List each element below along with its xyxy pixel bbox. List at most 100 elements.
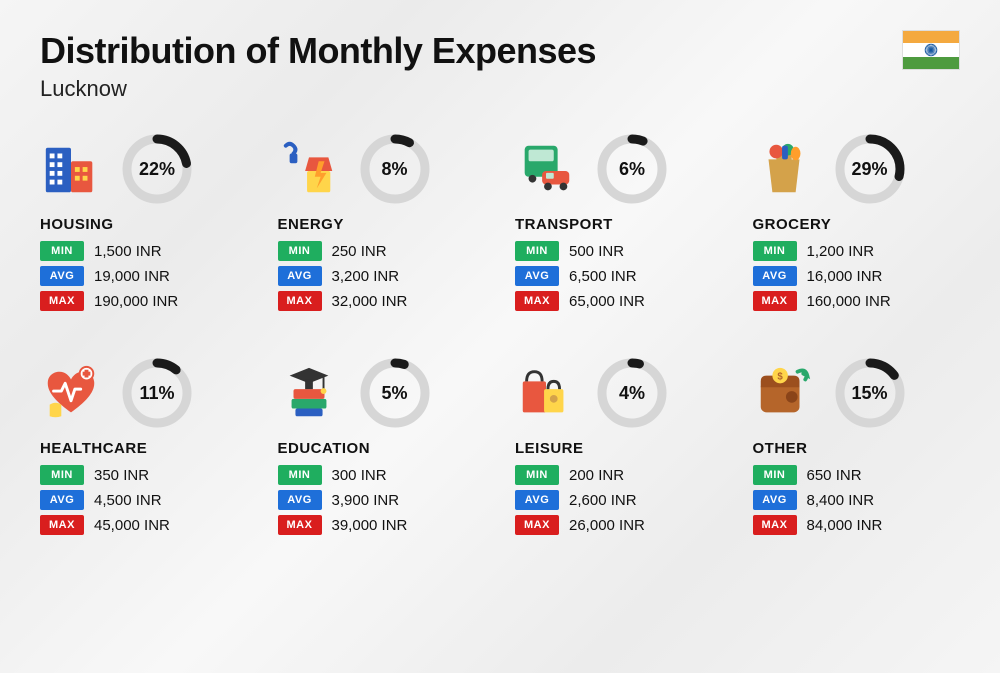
svg-text:$: $ <box>777 371 783 382</box>
pct-value: 4% <box>595 356 669 430</box>
stat-min: MIN 650 INR <box>753 465 961 485</box>
stat-max: MAX 26,000 INR <box>515 515 723 535</box>
max-tag: MAX <box>515 515 559 535</box>
education-icon <box>278 362 340 424</box>
min-tag: MIN <box>40 241 84 261</box>
max-value: 45,000 INR <box>94 517 170 534</box>
stat-avg: AVG 8,400 INR <box>753 490 961 510</box>
pct-value: 8% <box>358 132 432 206</box>
stat-max: MAX 39,000 INR <box>278 515 486 535</box>
avg-value: 3,900 INR <box>332 492 400 509</box>
min-value: 650 INR <box>807 467 862 484</box>
avg-tag: AVG <box>515 490 559 510</box>
category-name: OTHER <box>753 440 961 457</box>
india-flag-icon <box>902 30 960 70</box>
card-energy: 8% ENERGY MIN 250 INR AVG 3,200 INR MAX … <box>278 132 486 316</box>
min-tag: MIN <box>515 241 559 261</box>
stat-max: MAX 160,000 INR <box>753 291 961 311</box>
stat-avg: AVG 2,600 INR <box>515 490 723 510</box>
pct-ring-leisure: 4% <box>595 356 669 430</box>
pct-ring-transport: 6% <box>595 132 669 206</box>
pct-ring-energy: 8% <box>358 132 432 206</box>
category-name: EDUCATION <box>278 440 486 457</box>
category-name: GROCERY <box>753 216 961 233</box>
avg-tag: AVG <box>40 490 84 510</box>
flag-stripe-top <box>903 31 959 43</box>
pct-value: 11% <box>120 356 194 430</box>
max-value: 39,000 INR <box>332 517 408 534</box>
stat-min: MIN 350 INR <box>40 465 248 485</box>
max-tag: MAX <box>278 291 322 311</box>
pct-value: 5% <box>358 356 432 430</box>
avg-tag: AVG <box>278 490 322 510</box>
min-value: 200 INR <box>569 467 624 484</box>
stat-avg: AVG 19,000 INR <box>40 266 248 286</box>
transport-icon <box>515 138 577 200</box>
max-tag: MAX <box>753 291 797 311</box>
max-value: 190,000 INR <box>94 293 178 310</box>
pct-value: 22% <box>120 132 194 206</box>
stat-min: MIN 200 INR <box>515 465 723 485</box>
stat-min: MIN 1,500 INR <box>40 241 248 261</box>
category-name: TRANSPORT <box>515 216 723 233</box>
max-value: 84,000 INR <box>807 517 883 534</box>
avg-tag: AVG <box>515 266 559 286</box>
stat-avg: AVG 6,500 INR <box>515 266 723 286</box>
stat-min: MIN 500 INR <box>515 241 723 261</box>
stat-max: MAX 190,000 INR <box>40 291 248 311</box>
page-title: Distribution of Monthly Expenses <box>40 30 596 72</box>
healthcare-icon <box>40 362 102 424</box>
pct-value: 15% <box>833 356 907 430</box>
pct-ring-healthcare: 11% <box>120 356 194 430</box>
max-value: 160,000 INR <box>807 293 891 310</box>
stat-min: MIN 250 INR <box>278 241 486 261</box>
stat-max: MAX 84,000 INR <box>753 515 961 535</box>
card-other: $ 15% OTHER MIN 650 INR AVG 8,400 INR MA… <box>753 356 961 540</box>
card-healthcare: 11% HEALTHCARE MIN 350 INR AVG 4,500 INR… <box>40 356 248 540</box>
category-name: ENERGY <box>278 216 486 233</box>
max-value: 32,000 INR <box>332 293 408 310</box>
pct-value: 29% <box>833 132 907 206</box>
min-value: 1,500 INR <box>94 243 162 260</box>
stat-avg: AVG 3,200 INR <box>278 266 486 286</box>
min-tag: MIN <box>40 465 84 485</box>
min-tag: MIN <box>278 241 322 261</box>
stat-avg: AVG 3,900 INR <box>278 490 486 510</box>
min-value: 250 INR <box>332 243 387 260</box>
max-tag: MAX <box>40 291 84 311</box>
min-value: 300 INR <box>332 467 387 484</box>
stat-avg: AVG 4,500 INR <box>40 490 248 510</box>
min-tag: MIN <box>515 465 559 485</box>
avg-value: 8,400 INR <box>807 492 875 509</box>
stat-min: MIN 300 INR <box>278 465 486 485</box>
pct-ring-other: 15% <box>833 356 907 430</box>
card-education: 5% EDUCATION MIN 300 INR AVG 3,900 INR M… <box>278 356 486 540</box>
avg-value: 6,500 INR <box>569 268 637 285</box>
min-tag: MIN <box>753 465 797 485</box>
min-value: 500 INR <box>569 243 624 260</box>
avg-tag: AVG <box>40 266 84 286</box>
housing-icon <box>40 138 102 200</box>
avg-value: 4,500 INR <box>94 492 162 509</box>
pct-value: 6% <box>595 132 669 206</box>
max-value: 65,000 INR <box>569 293 645 310</box>
avg-tag: AVG <box>753 266 797 286</box>
chakra-icon <box>924 43 938 57</box>
min-value: 1,200 INR <box>807 243 875 260</box>
category-name: HOUSING <box>40 216 248 233</box>
category-name: HEALTHCARE <box>40 440 248 457</box>
min-tag: MIN <box>753 241 797 261</box>
max-value: 26,000 INR <box>569 517 645 534</box>
stat-max: MAX 45,000 INR <box>40 515 248 535</box>
card-grocery: 29% GROCERY MIN 1,200 INR AVG 16,000 INR… <box>753 132 961 316</box>
max-tag: MAX <box>278 515 322 535</box>
pct-ring-grocery: 29% <box>833 132 907 206</box>
flag-stripe-mid <box>903 43 959 57</box>
max-tag: MAX <box>40 515 84 535</box>
avg-value: 2,600 INR <box>569 492 637 509</box>
avg-tag: AVG <box>753 490 797 510</box>
pct-ring-education: 5% <box>358 356 432 430</box>
card-housing: 22% HOUSING MIN 1,500 INR AVG 19,000 INR… <box>40 132 248 316</box>
max-tag: MAX <box>753 515 797 535</box>
min-tag: MIN <box>278 465 322 485</box>
